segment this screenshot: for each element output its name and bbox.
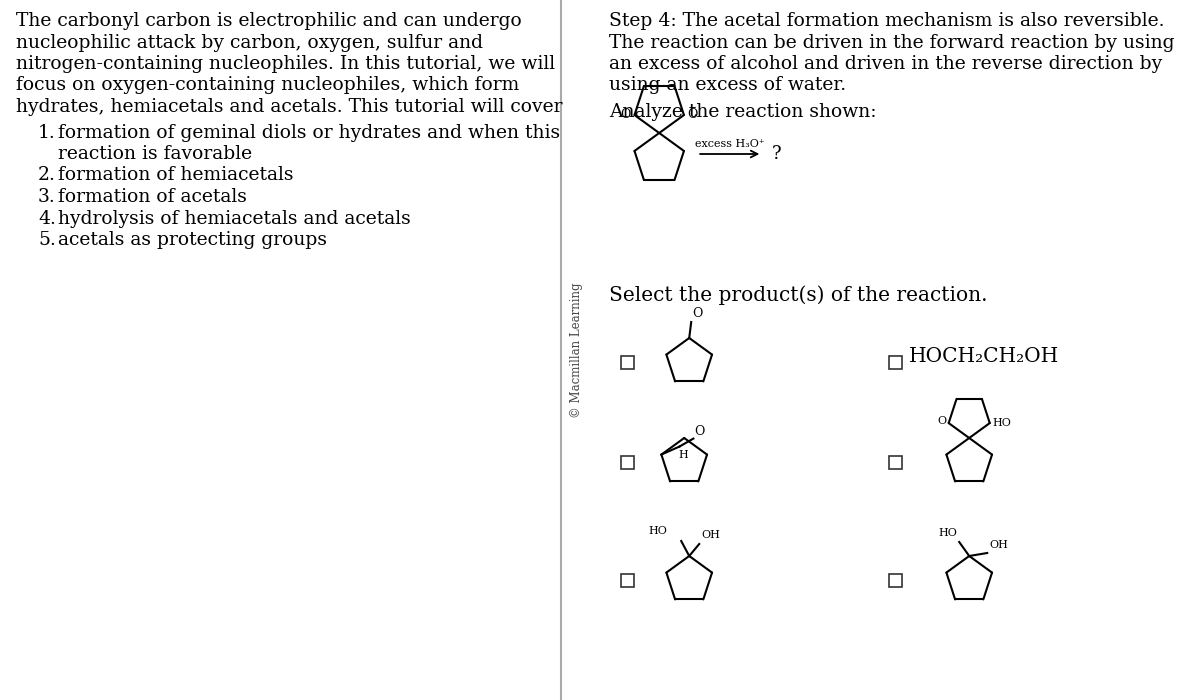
Text: acetals as protecting groups: acetals as protecting groups (58, 231, 327, 249)
Text: OH: OH (989, 540, 1008, 550)
Text: focus on oxygen-containing nucleophiles, which form: focus on oxygen-containing nucleophiles,… (17, 76, 520, 94)
Text: OH: OH (701, 530, 720, 540)
Text: formation of geminal diols or hydrates and when this: formation of geminal diols or hydrates a… (58, 123, 560, 141)
Text: nitrogen-containing nucleophiles. In this tutorial, we will: nitrogen-containing nucleophiles. In thi… (17, 55, 555, 73)
Bar (889, 456, 902, 469)
Text: The reaction can be driven in the forward reaction by using: The reaction can be driven in the forwar… (610, 34, 1175, 52)
Text: 5.: 5. (38, 231, 56, 249)
Text: Analyze the reaction shown:: Analyze the reaction shown: (610, 103, 876, 121)
Text: using an excess of water.: using an excess of water. (610, 76, 847, 94)
Text: ?: ? (772, 145, 781, 163)
Text: H: H (678, 449, 688, 460)
Text: 2.: 2. (38, 167, 56, 185)
Bar (622, 574, 635, 587)
Text: O: O (620, 108, 631, 120)
Text: 3.: 3. (38, 188, 56, 206)
Text: excess H₃O⁺: excess H₃O⁺ (695, 139, 765, 149)
Text: HO: HO (992, 418, 1011, 428)
Text: hydrates, hemiacetals and acetals. This tutorial will cover: hydrates, hemiacetals and acetals. This … (17, 98, 562, 116)
Text: HO: HO (939, 528, 957, 538)
Text: an excess of alcohol and driven in the reverse direction by: an excess of alcohol and driven in the r… (610, 55, 1163, 73)
Text: O: O (938, 416, 947, 426)
Text: HO: HO (649, 526, 668, 536)
Text: nucleophilic attack by carbon, oxygen, sulfur and: nucleophilic attack by carbon, oxygen, s… (17, 34, 483, 52)
Text: O: O (694, 425, 704, 438)
Text: HOCH₂CH₂OH: HOCH₂CH₂OH (909, 347, 1060, 367)
Text: reaction is favorable: reaction is favorable (58, 145, 252, 163)
Text: O: O (687, 108, 697, 120)
Text: Step 4: The acetal formation mechanism is also reversible.: Step 4: The acetal formation mechanism i… (610, 12, 1165, 30)
Text: 4.: 4. (38, 209, 56, 228)
Text: hydrolysis of hemiacetals and acetals: hydrolysis of hemiacetals and acetals (58, 209, 411, 228)
Bar (889, 574, 902, 587)
Text: The carbonyl carbon is electrophilic and can undergo: The carbonyl carbon is electrophilic and… (17, 12, 522, 30)
Text: O: O (693, 307, 702, 320)
Bar (889, 356, 902, 369)
Text: formation of hemiacetals: formation of hemiacetals (58, 167, 294, 185)
Bar (622, 356, 635, 369)
Text: 1.: 1. (38, 123, 56, 141)
Text: formation of acetals: formation of acetals (58, 188, 247, 206)
Text: Select the product(s) of the reaction.: Select the product(s) of the reaction. (610, 285, 987, 304)
Bar (622, 456, 635, 469)
Text: © Macmillan Learning: © Macmillan Learning (570, 282, 583, 418)
